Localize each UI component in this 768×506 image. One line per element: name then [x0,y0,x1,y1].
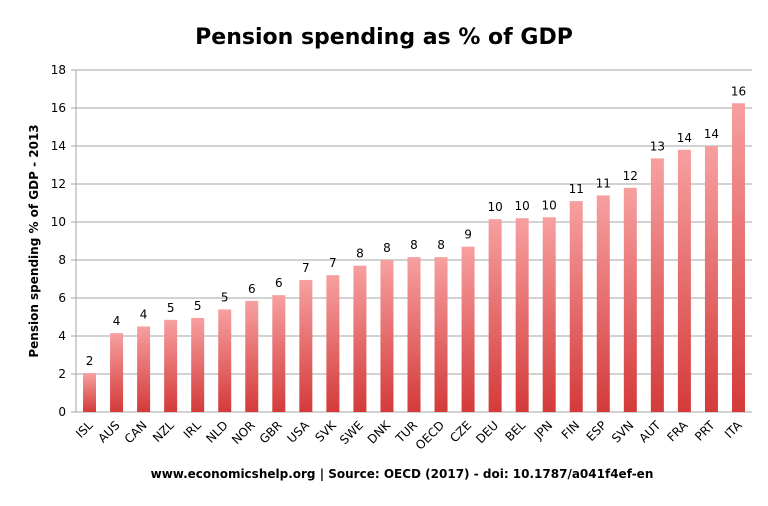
data-label: 6 [275,276,283,290]
data-label: 5 [167,301,175,315]
x-tick-label: DNK [365,417,394,446]
x-tick-label: BEL [502,418,528,444]
x-tick-label: PRT [692,418,718,444]
bar-irl [191,317,205,412]
data-label: 10 [515,199,530,213]
data-label: 14 [704,127,719,141]
bar-svn [623,187,637,412]
bar-bel [515,218,529,412]
y-tick-label: 10 [51,215,66,229]
bar-cze [461,246,475,412]
data-label: 11 [596,176,611,190]
data-label: 10 [542,198,557,212]
data-label: 12 [623,169,638,183]
x-tick-label: AUT [636,418,664,446]
x-tick-label: ISL [73,418,96,441]
y-tick-label: 0 [58,405,66,419]
bar-aut [650,158,664,412]
data-label: 8 [437,238,445,252]
bar-prt [704,146,718,412]
x-tick-label: FIN [559,418,583,442]
data-label: 10 [487,200,502,214]
x-tick-label: ESP [584,418,610,444]
y-tick-label: 6 [58,291,66,305]
data-label: 8 [383,241,391,255]
y-axis-label: Pension spending % of GDP - 2013 [27,124,41,357]
x-tick-label: NOR [229,418,258,447]
chart-title: Pension spending as % of GDP [195,25,573,50]
x-tick-label: ITA [722,418,745,441]
data-label: 8 [410,238,418,252]
bar-nor [245,300,259,412]
x-tick-label: SVK [312,417,339,444]
y-tick-label: 18 [51,63,66,77]
bar-esp [596,195,610,412]
y-tick-label: 2 [58,367,66,381]
bar-jpn [542,217,556,412]
bar-deu [488,219,502,412]
y-tick-label: 16 [51,101,66,115]
data-label: 9 [464,228,472,242]
y-tick-label: 4 [58,329,66,343]
data-label: 7 [329,256,337,270]
bar-dnk [380,260,394,412]
y-tick-label: 8 [58,253,66,267]
bar-gbr [272,295,286,412]
data-label: 4 [113,314,121,328]
bar-can [137,326,151,412]
bar-nld [218,309,232,412]
bar-ita [731,103,745,412]
x-tick-label: CZE [447,418,474,445]
data-label: 16 [731,84,746,98]
bar-nzl [164,319,178,412]
x-tick-label: IRL [181,418,204,441]
x-tick-label: OECD [413,418,447,452]
data-label: 8 [356,247,364,261]
data-label: 11 [569,182,584,196]
bar-oecd [434,257,448,412]
data-label: 7 [302,261,310,275]
x-tick-label: CAN [122,418,150,446]
x-tick-label: NLD [203,418,231,446]
bar-swe [353,265,367,412]
data-label: 6 [248,282,256,296]
bar-fra [677,149,691,413]
x-tick-label: GBR [257,418,285,446]
bar-usa [299,279,313,412]
data-label: 5 [194,299,202,313]
bar-svk [326,275,340,412]
x-tick-label: SVN [609,418,636,445]
bar-tur [407,257,421,412]
x-tick-label: JPN [531,418,556,443]
data-label: 4 [140,308,148,322]
bar-aus [110,333,124,412]
y-tick-label: 12 [51,177,66,191]
y-axis-ticks: 0 2 4 6 8 10 12 14 16 18 [51,63,66,419]
data-label: 13 [650,139,665,153]
y-tick-label: 14 [51,139,66,153]
data-label: 2 [86,354,94,368]
x-tick-label: SWE [337,418,366,447]
x-tick-label: DEU [473,418,501,446]
x-tick-label: FRA [664,418,691,445]
bars: 2 4 4 5 5 5 6 6 7 7 8 8 8 8 9 10 10 10 11 11 12 13 14 14 16 [83,84,746,413]
bar-isl [83,373,97,412]
x-tick-label: AUS [95,418,122,445]
source-note: www.economicshelp.org | Source: OECD (20… [151,467,654,481]
x-tick-label: NZL [150,418,177,445]
bar-fin [569,201,583,412]
data-label: 14 [677,131,692,145]
data-label: 5 [221,290,229,304]
x-tick-label: USA [284,418,312,446]
